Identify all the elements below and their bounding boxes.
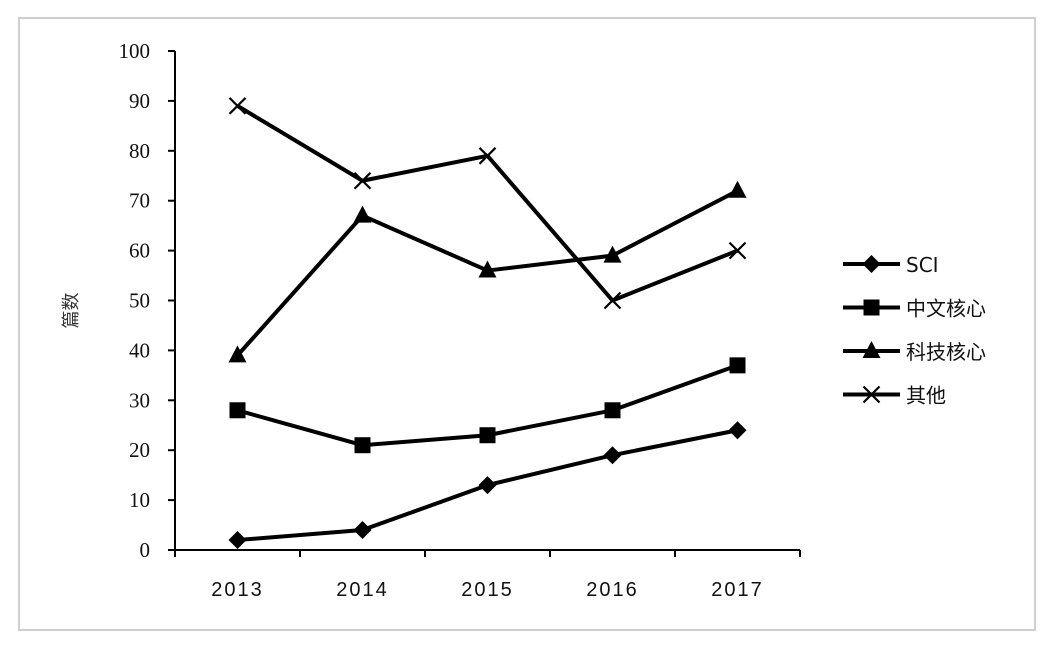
data-point (603, 245, 622, 263)
data-point (729, 357, 746, 374)
data-point (728, 180, 747, 198)
legend-item: 其他 (843, 384, 946, 408)
x-tick-label: 2014 (336, 579, 389, 601)
data-point (603, 291, 622, 310)
series-square (229, 357, 746, 454)
y-tick-label: 0 (140, 538, 151, 562)
data-point (603, 446, 622, 465)
y-tick-label: 60 (129, 239, 150, 263)
legend-marker (862, 385, 881, 404)
y-tick-label: 80 (129, 139, 150, 163)
x-marker-stroke (862, 385, 881, 404)
data-point (604, 402, 621, 419)
data-point (354, 437, 371, 454)
series-x (228, 97, 747, 310)
chart-axes: 0 10 20 30 40 50 60 70 80 90 100 2013 2014 2015 2016 20… (119, 39, 801, 601)
chart-series (228, 97, 747, 550)
y-tick-label: 10 (129, 488, 150, 512)
y-tick-label: 20 (129, 438, 150, 462)
y-tick-label: 40 (129, 338, 150, 362)
data-point (353, 521, 372, 540)
x-marker-stroke (353, 171, 372, 190)
data-point (228, 345, 247, 363)
legend-item: 科技核心 (843, 340, 986, 364)
data-point (228, 531, 247, 550)
legend-label: SCI (906, 253, 939, 277)
series-diamond (228, 421, 747, 550)
data-point (478, 147, 497, 165)
y-tick-label: 90 (129, 89, 150, 113)
data-point (353, 205, 372, 223)
legend-item: SCI (843, 253, 939, 277)
data-point (479, 427, 496, 444)
legend-label: 中文核心 (906, 297, 986, 321)
legend-marker (862, 255, 881, 273)
data-point (229, 402, 246, 419)
x-marker-stroke (728, 241, 747, 260)
x-marker-stroke (228, 97, 247, 115)
legend-marker (863, 299, 880, 316)
y-tick-label: 100 (119, 39, 151, 63)
data-point (228, 97, 247, 115)
x-tick-label: 2013 (211, 579, 264, 601)
legend-marker (862, 341, 881, 358)
legend-label: 科技核心 (906, 340, 986, 364)
legend-item: 中文核心 (843, 297, 986, 321)
data-point (478, 260, 497, 278)
y-axis-label: 篇数 (61, 293, 82, 329)
x-marker-stroke (603, 291, 622, 310)
series-triangle (228, 180, 747, 363)
data-point (728, 421, 747, 440)
x-marker-stroke (478, 147, 497, 165)
chart-frame (18, 17, 1036, 631)
y-tick-label: 50 (129, 289, 150, 313)
data-point (728, 241, 747, 260)
x-tick-label: 2015 (461, 579, 514, 601)
x-tick-label: 2016 (586, 579, 639, 601)
y-tick-label: 70 (129, 189, 150, 213)
x-tick-label: 2017 (711, 579, 764, 601)
data-point (353, 171, 372, 190)
data-point (478, 476, 497, 495)
y-tick-label: 30 (129, 388, 150, 412)
legend-label: 其他 (906, 384, 946, 408)
